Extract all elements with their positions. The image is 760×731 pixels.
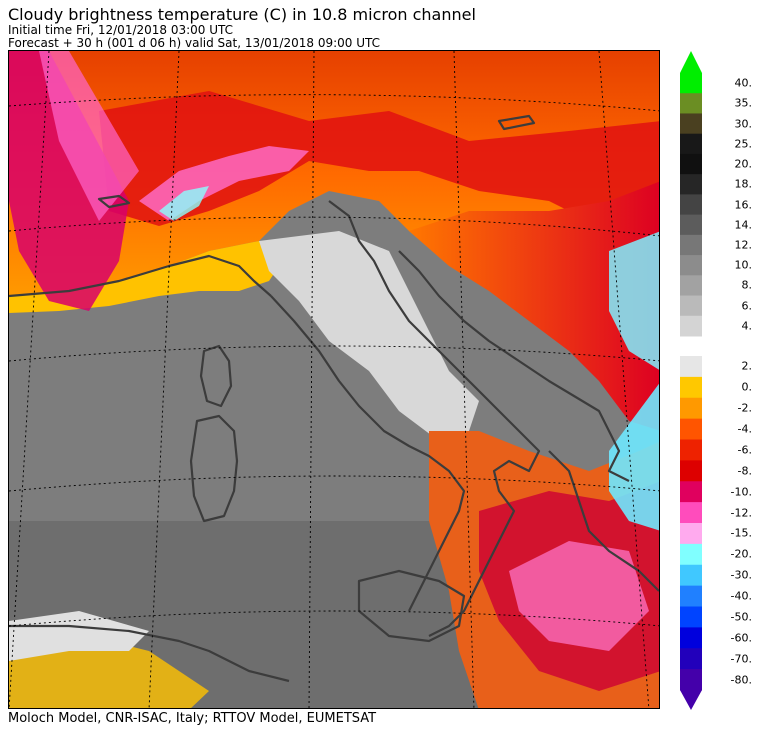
lake-geneva xyxy=(97,194,131,209)
colorbar-arrow-bottom xyxy=(680,690,702,710)
coastlines xyxy=(9,114,659,683)
balkan-cloud-band xyxy=(409,181,659,431)
colorbar-swatch xyxy=(680,460,702,482)
west-frontal-streak-pink xyxy=(39,51,139,221)
west-frontal-streak xyxy=(9,51,129,311)
colorbar-label: 6. xyxy=(741,299,753,313)
colorbar-label: -4. xyxy=(737,422,752,436)
colorbar-label: 20. xyxy=(734,157,753,171)
colorbar-label: 40. xyxy=(734,76,753,90)
colorbar-swatch xyxy=(680,153,702,175)
colorbar-swatch xyxy=(680,255,702,276)
balkan-cyan-tops xyxy=(609,231,659,370)
colorbar-swatch xyxy=(680,669,702,691)
coast-western-med xyxy=(9,254,272,298)
colorbar-swatch xyxy=(680,585,702,607)
colorbar-label: -70. xyxy=(730,652,752,666)
chart-title: Cloudy brightness temperature (C) in 10.… xyxy=(8,5,476,24)
colorbar-swatch xyxy=(680,234,702,256)
colorbar-label: -2. xyxy=(737,401,752,415)
coast-sardinia xyxy=(189,414,239,523)
colorbar-legend: 40. 35. 30. 25. 20. 18. 16. 14. 12. 10. 8. 6. 4. 2. 0.… xyxy=(676,48,760,712)
coast-corsica xyxy=(199,344,233,408)
coast-sicily xyxy=(357,569,466,643)
colorbar-swatch xyxy=(680,356,702,378)
colorbar-swatch xyxy=(680,295,702,317)
north-africa-white xyxy=(9,611,149,661)
colorbar-label: 16. xyxy=(734,198,753,211)
colorbar-label: 14. xyxy=(734,218,753,232)
coast-greece xyxy=(548,450,659,592)
colorbar-swatch xyxy=(680,627,702,649)
colorbar-swatch xyxy=(680,214,702,236)
colorbar-label: -80. xyxy=(730,673,752,687)
colorbar-label: 25. xyxy=(734,137,753,151)
colorbar-swatch xyxy=(680,606,702,628)
colorbar-swatch xyxy=(680,523,702,545)
lake-balaton xyxy=(497,114,536,131)
colorbar-swatch xyxy=(680,376,702,399)
colorbar-swatch xyxy=(680,113,702,135)
colorbar-swatch xyxy=(680,174,702,195)
colorbar-swatches xyxy=(680,51,702,710)
colorbar-swatch xyxy=(680,481,702,503)
colorbar-label: 12. xyxy=(734,238,753,252)
alps-red-core xyxy=(99,91,659,231)
colorbar-label: -20. xyxy=(730,547,752,561)
coast-north-africa xyxy=(9,624,290,683)
colorbar-swatch xyxy=(680,275,702,297)
colorbar-label: 8. xyxy=(741,278,753,292)
coast-balkans xyxy=(398,250,630,482)
colorbar-swatch xyxy=(680,543,702,566)
parallel-4 xyxy=(9,475,659,492)
italy-white-clouds xyxy=(259,231,479,441)
map-canvas xyxy=(9,51,659,708)
colorbar-label: -50. xyxy=(730,610,752,624)
colorbar-swatch xyxy=(680,73,702,94)
colorbar-swatch xyxy=(680,397,702,420)
meridian-5 xyxy=(598,51,650,708)
colorbar-label: 30. xyxy=(734,117,753,131)
colorbar-swatch xyxy=(680,439,702,461)
colorbar-swatch xyxy=(680,93,702,114)
southern-convection-pink xyxy=(509,541,649,651)
colorbar-label: -10. xyxy=(730,485,752,499)
colorbar-swatch xyxy=(680,133,702,155)
parallel-2 xyxy=(9,216,659,237)
graticule xyxy=(9,51,659,708)
colorbar-arrow-top xyxy=(680,51,702,73)
temperature-map xyxy=(8,50,660,709)
colorbar-label: 35. xyxy=(734,96,753,110)
meridian-1 xyxy=(9,51,50,708)
colorbar-label: -15. xyxy=(730,526,752,540)
southeast-cyan xyxy=(609,383,659,531)
colorbar-swatch xyxy=(680,648,702,670)
colorbar-label: -40. xyxy=(730,589,752,603)
colorbar-label: -8. xyxy=(737,464,752,478)
colorbar-label: 0. xyxy=(741,380,753,394)
parallel-1 xyxy=(9,94,659,112)
colorbar-label: 10. xyxy=(734,258,753,272)
colorbar-label: -60. xyxy=(730,631,752,645)
forecast-label: Forecast + 30 h (001 d 06 h) valid Sat, … xyxy=(8,36,381,50)
coast-italy-east xyxy=(328,200,541,637)
colorbar-label: -30. xyxy=(730,568,752,582)
colorbar-label: 4. xyxy=(741,319,753,333)
colorbar-swatch xyxy=(680,315,702,337)
colorbar-label: -6. xyxy=(737,443,752,457)
colorbar-swatch xyxy=(680,194,702,216)
parallel-3 xyxy=(9,345,659,362)
colorbar-label: 2. xyxy=(741,359,753,373)
colorbar-swatch xyxy=(680,564,702,587)
initial-time-label: Initial time Fri, 12/01/2018 03:00 UTC xyxy=(8,23,234,37)
parallel-5 xyxy=(9,610,659,627)
coast-italy xyxy=(270,295,466,612)
colorbar-swatch xyxy=(680,418,702,440)
colorbar-swatch xyxy=(680,502,702,524)
model-credit: Moloch Model, CNR-ISAC, Italy; RTTOV Mod… xyxy=(8,711,377,726)
colorbar-label: 18. xyxy=(734,177,753,191)
colorbar-label: -12. xyxy=(730,506,752,520)
